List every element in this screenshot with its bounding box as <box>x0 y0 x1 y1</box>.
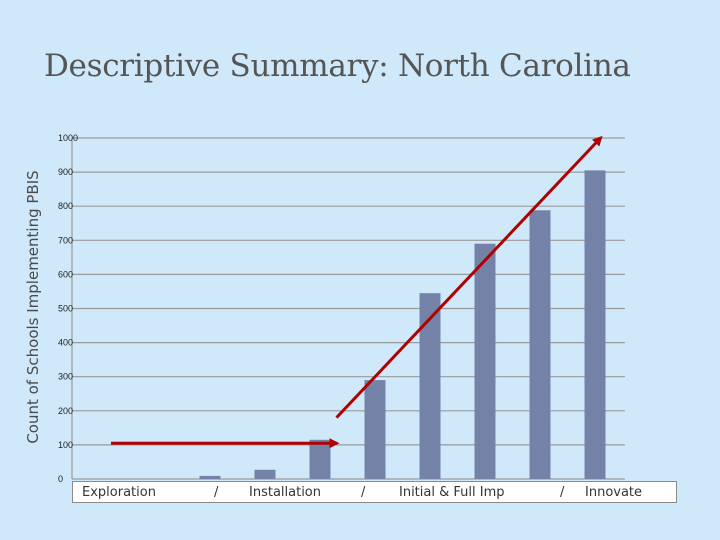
y-tick-label: 500 <box>58 304 73 314</box>
bar <box>419 293 441 479</box>
y-tick-label: 1000 <box>58 133 78 143</box>
chart-grid <box>71 137 625 480</box>
bar <box>309 439 331 479</box>
bar <box>584 170 606 479</box>
y-tick-labels: 0 100 200 300 400 500 600 700 800 900 1000 <box>58 133 78 484</box>
y-axis-title: Count of Schools Implementing PBIS <box>24 170 42 444</box>
y-tick-label: 900 <box>58 167 73 177</box>
y-tick-label: 100 <box>58 440 73 450</box>
phase-label-box <box>72 481 677 503</box>
phase-separator: / <box>361 485 366 500</box>
bar <box>199 475 221 479</box>
bar <box>254 469 276 479</box>
phase-label-exploration: Exploration <box>82 485 156 500</box>
phase-label-installation: Installation <box>249 485 322 500</box>
y-tick-label: 800 <box>58 201 73 211</box>
phase-label-initial-full-implementation: Initial & Full Imp <box>399 485 505 500</box>
chart-annotations <box>111 135 603 449</box>
bar <box>529 210 551 480</box>
y-tick-label: 600 <box>58 269 73 279</box>
phase-separator: / <box>214 485 219 500</box>
chart-bars <box>199 170 606 480</box>
y-tick-label: 200 <box>58 406 73 416</box>
y-tick-label: 300 <box>58 372 73 382</box>
phase-label-innovate: Innovate <box>585 485 643 500</box>
y-tick-label: 0 <box>58 474 63 484</box>
page-title: Descriptive Summary: North Carolina <box>44 48 631 84</box>
y-tick-label: 400 <box>58 338 73 348</box>
phase-separator: / <box>560 485 565 500</box>
bar <box>474 243 496 479</box>
y-tick-label: 700 <box>58 235 73 245</box>
trend-arrow <box>335 135 603 419</box>
bar <box>364 380 386 479</box>
